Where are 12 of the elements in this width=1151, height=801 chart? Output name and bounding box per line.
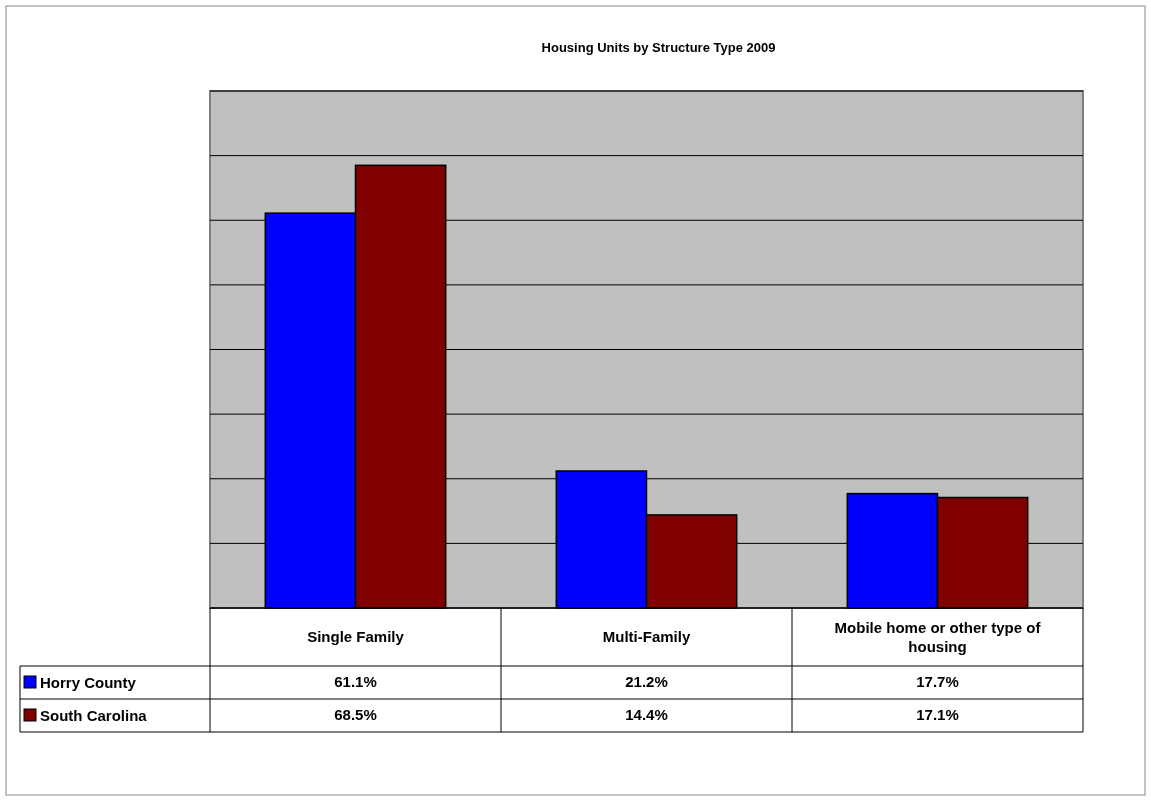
x-tick-label: Multi-Family: [602, 628, 691, 645]
data-label: 61.1%: [334, 673, 377, 690]
data-label: 68.5%: [334, 706, 377, 723]
x-tick-label: Single Family: [307, 628, 405, 645]
data-label: 17.1%: [916, 706, 959, 723]
legend-label: South Carolina: [40, 707, 148, 724]
data-label: 17.7%: [916, 673, 959, 690]
chart-title: Housing Units by Structure Type 2009: [541, 40, 776, 55]
data-label: 14.4%: [625, 706, 668, 723]
x-tick-label: Mobile home or other type of housing: [834, 618, 1042, 655]
data-label: 21.2%: [625, 673, 668, 690]
legend-label: Horry County: [40, 674, 137, 691]
